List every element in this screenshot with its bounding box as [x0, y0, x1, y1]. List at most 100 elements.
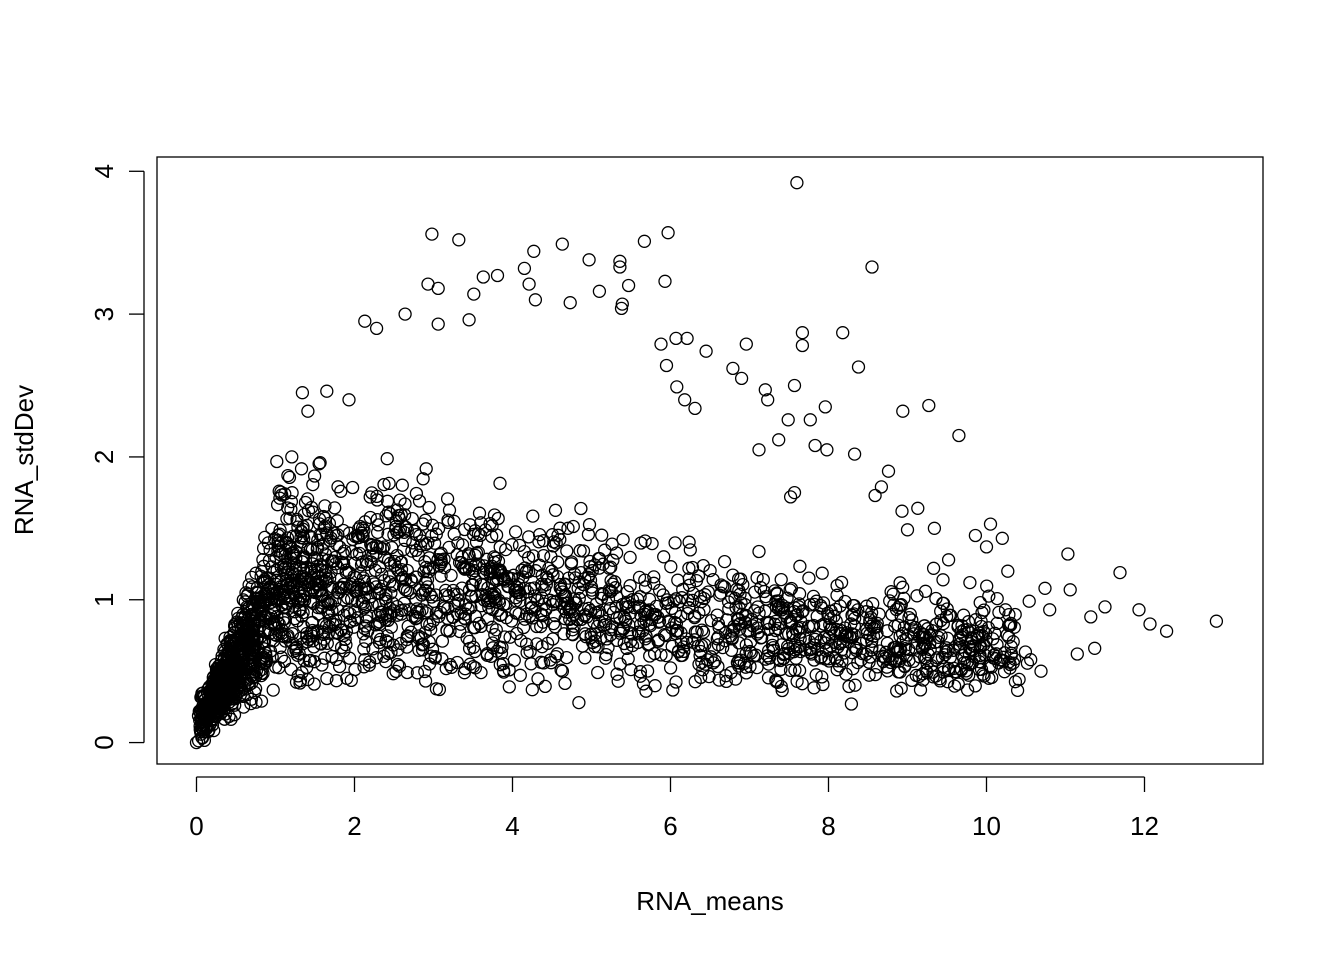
- data-point: [379, 588, 393, 602]
- data-point: [560, 544, 574, 558]
- data-point: [807, 681, 821, 695]
- data-point: [468, 661, 483, 675]
- data-point: [654, 648, 668, 662]
- data-point: [948, 640, 962, 654]
- data-point: [447, 514, 461, 528]
- data-point: [1143, 617, 1157, 631]
- data-point: [468, 644, 482, 659]
- data-point: [900, 523, 915, 537]
- data-point: [710, 632, 724, 646]
- data-point: [828, 651, 842, 665]
- data-point: [331, 480, 345, 494]
- data-point: [936, 573, 950, 587]
- data-point: [690, 625, 704, 639]
- data-point: [489, 528, 504, 542]
- data-point: [1020, 656, 1035, 670]
- data-point: [939, 609, 954, 624]
- data-point: [290, 579, 304, 593]
- data-point: [287, 548, 301, 563]
- data-point: [224, 712, 238, 726]
- data-point: [564, 555, 579, 569]
- data-point: [641, 638, 655, 652]
- data-point: [415, 643, 430, 657]
- data-point: [623, 579, 637, 593]
- data-point: [381, 527, 395, 541]
- data-point: [528, 589, 542, 603]
- data-point: [601, 640, 615, 655]
- data-point: [263, 580, 277, 594]
- y-axis-label: RNA_stdDev: [9, 385, 39, 535]
- data-point: [283, 591, 297, 605]
- data-point: [645, 536, 659, 551]
- data-point: [295, 386, 310, 400]
- data-point: [748, 585, 762, 599]
- data-point: [576, 544, 591, 558]
- data-point: [780, 610, 794, 624]
- data-point: [278, 487, 292, 501]
- x-tick-label: 8: [821, 811, 835, 841]
- data-point: [446, 583, 460, 598]
- data-point: [584, 630, 598, 645]
- data-point: [793, 632, 807, 646]
- data-point: [761, 393, 775, 407]
- data-point: [783, 490, 798, 504]
- data-point: [496, 656, 510, 671]
- plot-frame: [156, 156, 1264, 765]
- data-point: [279, 560, 293, 575]
- data-point: [557, 602, 571, 616]
- data-point: [670, 380, 684, 394]
- data-point: [318, 499, 332, 513]
- data-point: [326, 617, 340, 632]
- data-point: [643, 619, 657, 633]
- data-point: [862, 655, 876, 669]
- data-point: [957, 656, 971, 670]
- data-point: [683, 543, 697, 557]
- data-point: [766, 643, 781, 658]
- data-point: [463, 518, 477, 532]
- data-point: [282, 470, 297, 485]
- data-point: [759, 592, 773, 606]
- data-point: [482, 600, 496, 615]
- data-point: [380, 452, 394, 466]
- data-point: [802, 571, 816, 585]
- data-point: [807, 638, 822, 652]
- data-point: [372, 615, 386, 629]
- data-point: [441, 602, 455, 616]
- data-point: [206, 676, 220, 690]
- data-point: [979, 627, 993, 641]
- data-point: [917, 628, 931, 642]
- data-point: [386, 667, 400, 681]
- data-point: [225, 653, 239, 667]
- data-point: [329, 529, 343, 543]
- data-point: [356, 627, 371, 641]
- data-point: [905, 613, 919, 627]
- data-point: [957, 651, 971, 666]
- data-point: [452, 233, 466, 247]
- data-point: [315, 625, 330, 639]
- data-point: [520, 585, 535, 599]
- data-points: [189, 176, 1224, 750]
- data-point: [328, 594, 342, 608]
- data-point: [885, 607, 899, 622]
- data-point: [787, 485, 802, 500]
- data-point: [836, 326, 850, 340]
- data-point: [756, 572, 770, 587]
- data-point: [480, 594, 495, 608]
- data-point: [241, 621, 255, 635]
- data-point: [847, 447, 862, 461]
- data-point: [351, 530, 365, 545]
- data-point: [793, 559, 807, 573]
- data-point: [420, 617, 434, 631]
- data-point: [613, 260, 627, 274]
- data-point: [1034, 664, 1048, 678]
- data-point: [257, 559, 271, 573]
- data-point: [842, 679, 856, 694]
- data-point: [894, 598, 908, 612]
- data-point: [273, 491, 287, 505]
- data-point: [1070, 647, 1084, 661]
- data-point: [236, 700, 251, 714]
- data-point: [988, 626, 1002, 640]
- data-point: [960, 622, 974, 637]
- data-point: [816, 596, 831, 610]
- data-point: [372, 586, 386, 600]
